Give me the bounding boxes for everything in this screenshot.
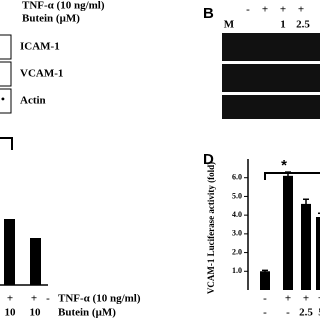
lane-label: 10 [5,307,17,319]
gel [222,33,320,61]
bracket [264,172,320,180]
y-tick-label: 6.0 [232,173,242,182]
lane-sign: + [303,293,309,305]
treatment-label: TNF-α (10 ng/ml) [22,0,105,12]
blot-marker: • [1,94,5,106]
treatment-label: TNF-α (10 ng/ml) [58,293,141,305]
blot-box [0,34,12,60]
gel-images [222,33,320,119]
y-tick-label: 1.0 [232,266,242,275]
lane-sign: + [280,4,286,16]
lane-label: 2.5 [299,307,313,319]
treatment-label: Butein (μM) [22,13,80,25]
significance: * [281,157,287,174]
gel [222,64,320,92]
bar [316,217,320,290]
blot-box [0,61,12,87]
lane-label: 1 [280,19,286,31]
y-axis-label: VCAM-1 Luciferase activity (fold) [206,162,216,294]
blot-box [0,88,12,114]
lane-sign: - [246,4,250,16]
lane-sign: - [263,293,267,305]
panel-label: D [203,151,214,168]
lane-label: 2.5 [296,19,310,31]
bracket [0,137,13,150]
lane-label: - [286,307,290,319]
treatment-label: Butein (μM) [58,307,116,319]
band-label: ICAM-1 [20,41,60,53]
lane-sign: + [298,4,304,16]
bar [4,219,15,285]
lane-label: M [224,19,235,31]
bar [283,175,293,290]
lane-sign: + [31,293,37,305]
lane-sign: + [7,293,13,305]
y-tick-label: 2.0 [232,247,242,256]
lane-sign: + [262,4,268,16]
lane-sign: + [285,293,291,305]
bar [30,238,41,285]
lane-label: 5 [318,307,320,319]
bar [260,271,270,290]
gel [222,95,320,119]
lane-sign: - [46,293,50,305]
y-tick-label: 3.0 [232,229,242,238]
bar [301,203,311,290]
y-tick-label: 5.0 [232,191,242,200]
y-tick-label: 4.0 [232,210,242,219]
panel-label: B [203,5,214,22]
band-label: Actin [20,95,46,107]
lane-label: - [263,307,267,319]
lane-sign: + [318,293,320,305]
lane-label: 10 [30,307,42,319]
band-label: VCAM-1 [20,68,63,80]
